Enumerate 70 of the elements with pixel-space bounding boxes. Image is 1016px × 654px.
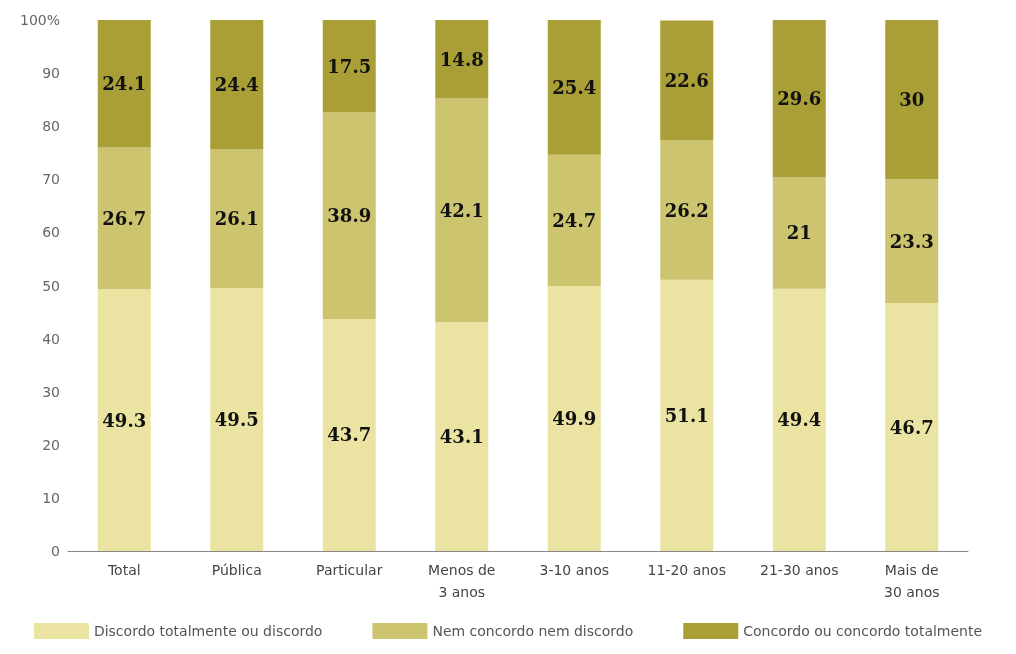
bar xyxy=(885,20,939,180)
y-tick-label: 10 xyxy=(42,489,60,506)
data-label: 30 xyxy=(899,89,925,111)
data-label: 49.3 xyxy=(102,409,147,431)
y-tick-label: 50 xyxy=(42,277,60,294)
x-tick-label: Menos de 3 anos xyxy=(428,562,496,600)
data-label: 26.2 xyxy=(664,199,709,221)
bar xyxy=(547,286,601,551)
legend-label: Concordo ou concordo totalmente xyxy=(743,623,983,639)
bar xyxy=(547,154,601,287)
data-label: 46.7 xyxy=(889,416,934,438)
bar xyxy=(547,20,601,155)
data-label: 22.6 xyxy=(664,70,709,92)
x-tick-label: Pública xyxy=(211,562,262,578)
x-tick-label: 3-10 anos xyxy=(539,562,610,578)
data-label: 26.7 xyxy=(102,207,147,229)
data-label: 38.9 xyxy=(327,205,372,227)
data-label: 21 xyxy=(786,222,812,244)
data-label: 43.7 xyxy=(327,424,372,446)
y-tick-label: 90 xyxy=(42,65,60,82)
y-tick-label: 80 xyxy=(42,118,60,135)
bar xyxy=(210,20,264,150)
y-tick-label: 40 xyxy=(42,330,60,347)
x-tick-label: Particular xyxy=(316,562,383,578)
data-label: 42.1 xyxy=(439,199,484,221)
bar xyxy=(772,288,826,551)
bar xyxy=(772,20,826,178)
data-label: 14.8 xyxy=(439,48,484,70)
y-tick-label: 20 xyxy=(42,436,60,453)
data-label: 26.1 xyxy=(214,208,259,230)
x-tick-label: 21-30 anos xyxy=(760,562,839,578)
bar xyxy=(210,288,264,551)
x-tick-label: Mais de 30 anos xyxy=(883,562,940,600)
bar xyxy=(322,112,376,319)
data-label: 24.1 xyxy=(102,73,147,95)
bar xyxy=(885,179,939,304)
bar xyxy=(435,98,489,323)
data-label: 49.9 xyxy=(552,408,597,430)
data-label: 24.4 xyxy=(214,74,259,96)
data-label: 43.1 xyxy=(439,426,484,448)
y-tick-label: 0 xyxy=(51,543,60,559)
bar xyxy=(97,147,151,290)
data-label: 51.1 xyxy=(664,404,709,426)
legend-label: Nem concordo nem discordo xyxy=(432,623,634,639)
bar xyxy=(97,20,151,148)
bar xyxy=(885,303,939,551)
data-label: 25.4 xyxy=(552,76,597,98)
bar xyxy=(97,289,151,551)
data-label: 23.3 xyxy=(889,230,934,252)
bar xyxy=(435,20,489,99)
x-tick-label: Total xyxy=(106,562,141,578)
bar xyxy=(660,20,714,141)
bar xyxy=(322,318,376,551)
bar xyxy=(322,20,376,113)
bar xyxy=(435,322,489,551)
bar xyxy=(660,140,714,280)
data-label: 24.7 xyxy=(552,209,597,231)
bar xyxy=(772,177,826,289)
legend-label: Discordo totalmente ou discordo xyxy=(93,623,323,639)
x-tick-label: 11-20 anos xyxy=(647,562,726,578)
bar xyxy=(660,279,714,551)
data-label: 17.5 xyxy=(327,55,372,77)
y-tick-label: 70 xyxy=(42,171,60,188)
data-label: 49.4 xyxy=(777,409,822,431)
data-label: 29.6 xyxy=(777,88,822,110)
y-tick-label: 60 xyxy=(42,224,60,241)
y-tick-label: 30 xyxy=(42,383,60,400)
bar xyxy=(210,149,264,289)
y-tick-label: 100% xyxy=(19,12,60,28)
data-label: 49.5 xyxy=(214,409,259,431)
